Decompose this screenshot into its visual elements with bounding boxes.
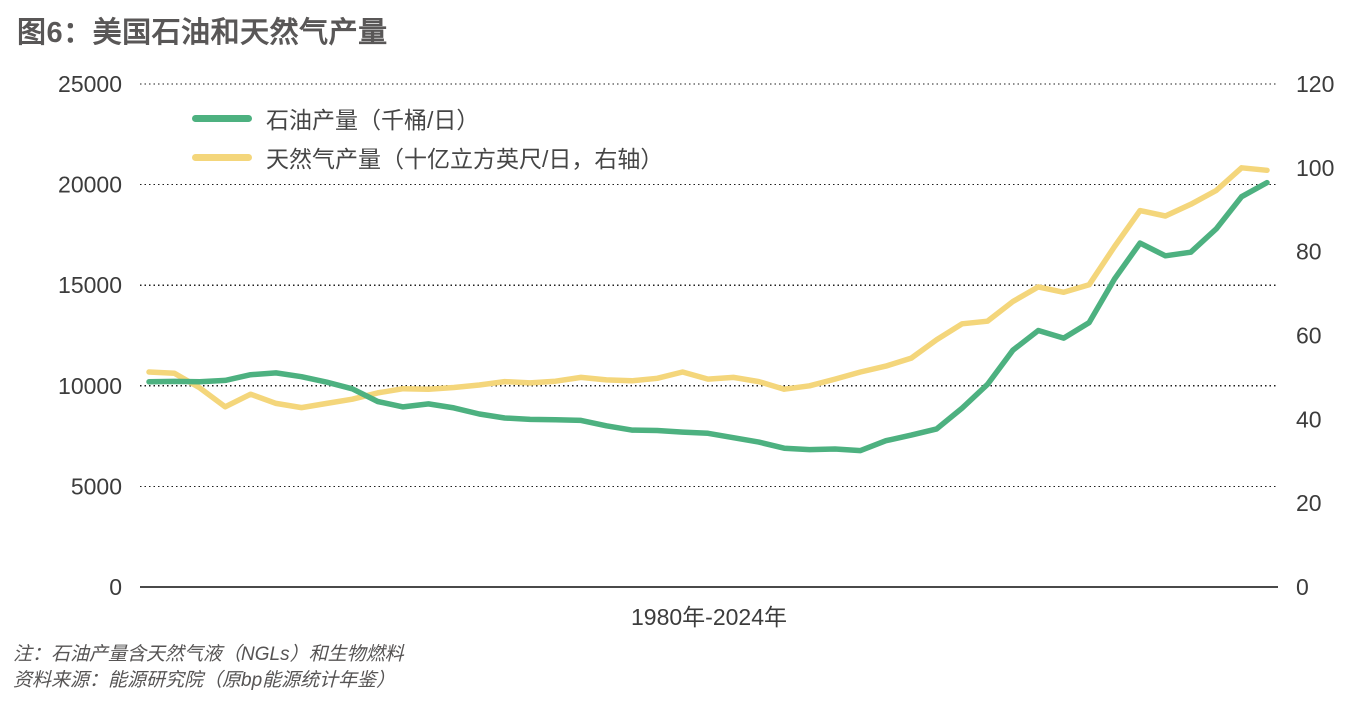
chart-notes: 注：石油产量含天然气液（NGLs）和生物燃料 资料来源：能源研究院（原bp能源统… [13,642,404,694]
source-line: 资料来源：能源研究院（原bp能源统计年鉴） [13,670,396,691]
axis-tick-label: 15000 [58,272,122,298]
axis-tick-label: 5000 [71,473,122,499]
left-axis-tick-labels: 0 5000 10000 15000 20000 25000 [58,71,122,600]
axis-tick-label: 20 [1296,490,1322,516]
axis-tick-label: 40 [1296,406,1322,432]
axis-tick-label: 120 [1296,71,1334,97]
axis-tick-label: 0 [109,574,122,600]
legend-item-oil: 石油产量（千桶/日） [192,103,663,133]
oil-production-line [146,179,1270,454]
gas-legend-swatch [192,153,252,161]
axis-tick-label: 25000 [58,71,122,97]
chart-title: 图6：美国石油和天然气产量 [17,17,388,49]
axis-tick-label: 100 [1296,155,1334,181]
gas-legend-label: 天然气产量（十亿立方英尺/日，右轴） [266,146,664,172]
oil-legend-swatch [192,114,252,122]
legend-item-gas: 天然气产量（十亿立方英尺/日，右轴） [192,142,663,172]
chart-legend: 石油产量（千桶/日） 天然气产量（十亿立方英尺/日，右轴） [192,103,663,181]
gridlines [140,83,1278,487]
note-line: 注：石油产量含天然气液（NGLs）和生物燃料 [13,644,404,665]
oil-legend-label: 石油产量（千桶/日） [266,107,480,133]
right-axis-tick-labels: 0 20 40 60 80 100 120 [1296,71,1334,600]
axis-tick-label: 0 [1296,574,1309,600]
axis-tick-label: 80 [1296,239,1322,265]
axis-tick-label: 10000 [58,373,122,399]
x-axis-label: 1980年-2024年 [631,604,787,630]
axis-tick-label: 20000 [58,172,122,198]
gas-production-line [146,165,1270,411]
axis-tick-label: 60 [1296,323,1322,349]
